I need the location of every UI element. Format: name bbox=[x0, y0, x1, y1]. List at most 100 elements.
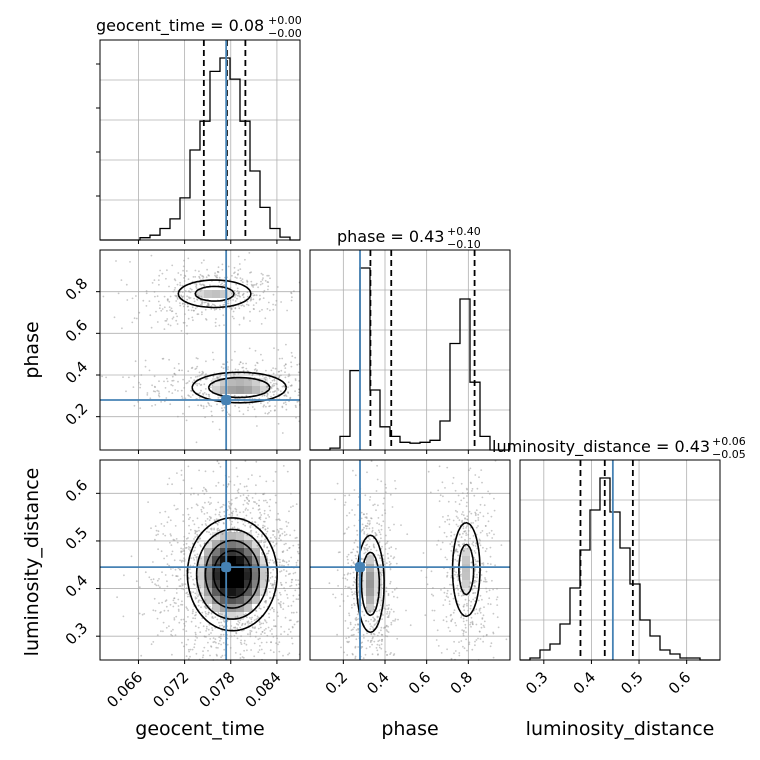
sample-point bbox=[448, 600, 451, 603]
sample-point bbox=[215, 318, 217, 320]
sample-point bbox=[458, 533, 461, 536]
sample-point bbox=[201, 313, 203, 316]
sample-point bbox=[209, 605, 211, 608]
sample-point bbox=[199, 273, 202, 276]
sample-point bbox=[478, 630, 481, 633]
sample-point bbox=[266, 308, 269, 310]
sample-point bbox=[256, 617, 259, 620]
sample-point bbox=[384, 512, 387, 515]
sample-point bbox=[160, 630, 162, 633]
sample-point bbox=[169, 519, 172, 522]
density-cell bbox=[228, 540, 236, 548]
sample-point bbox=[274, 625, 277, 628]
sample-point bbox=[250, 296, 253, 299]
sample-point bbox=[208, 404, 211, 407]
sample-point bbox=[182, 269, 185, 272]
density-cell bbox=[212, 378, 220, 386]
sample-point bbox=[474, 570, 476, 572]
sample-point bbox=[206, 512, 209, 514]
sample-point bbox=[479, 638, 482, 640]
sample-point bbox=[262, 273, 264, 276]
sample-point bbox=[294, 390, 296, 393]
sample-point bbox=[290, 581, 293, 584]
sample-point bbox=[284, 367, 287, 369]
density-cell bbox=[220, 596, 228, 604]
sample-point bbox=[383, 626, 386, 629]
sample-point bbox=[193, 523, 196, 526]
sample-point bbox=[474, 552, 477, 554]
sample-point bbox=[452, 597, 455, 600]
sample-point bbox=[245, 394, 248, 397]
sample-point bbox=[220, 393, 223, 395]
sample-point bbox=[258, 546, 260, 549]
sample-point bbox=[464, 518, 466, 520]
sample-point bbox=[255, 294, 258, 297]
sample-point bbox=[219, 639, 221, 642]
sample-point bbox=[357, 646, 360, 648]
sample-point bbox=[266, 402, 269, 404]
sample-point bbox=[198, 371, 201, 374]
sample-point bbox=[466, 602, 468, 605]
sample-point bbox=[275, 543, 278, 545]
sample-point bbox=[200, 295, 203, 298]
sample-point bbox=[454, 650, 457, 652]
sample-point bbox=[357, 631, 360, 634]
sample-point bbox=[455, 515, 458, 518]
sample-point bbox=[235, 508, 238, 511]
sample-point bbox=[219, 375, 222, 378]
sample-point bbox=[200, 405, 203, 407]
sample-point bbox=[216, 376, 219, 379]
density-cell bbox=[236, 556, 244, 564]
sample-point bbox=[280, 528, 283, 530]
sample-point bbox=[283, 364, 286, 367]
sample-point bbox=[283, 560, 286, 563]
sample-point bbox=[209, 638, 212, 640]
sample-point bbox=[233, 394, 236, 397]
sample-point bbox=[487, 512, 489, 515]
sample-point bbox=[284, 371, 286, 374]
sample-point bbox=[162, 533, 165, 535]
sample-point bbox=[159, 304, 162, 307]
sample-point bbox=[381, 618, 383, 620]
density-cell bbox=[260, 386, 268, 394]
sample-point bbox=[380, 528, 383, 531]
sample-point bbox=[150, 254, 153, 257]
sample-point bbox=[170, 568, 172, 570]
sample-point bbox=[485, 587, 487, 590]
sample-point bbox=[444, 487, 446, 489]
sample-point bbox=[227, 300, 230, 302]
sample-point bbox=[475, 560, 477, 563]
sample-point bbox=[289, 585, 291, 588]
sample-point bbox=[344, 501, 347, 504]
sample-point bbox=[395, 547, 397, 550]
sample-point bbox=[178, 579, 180, 581]
sample-point bbox=[199, 544, 202, 547]
sample-point bbox=[202, 393, 205, 396]
sample-point bbox=[165, 397, 168, 399]
sample-point bbox=[257, 638, 260, 641]
sample-point bbox=[475, 526, 478, 529]
sample-point bbox=[176, 283, 179, 286]
sample-point bbox=[192, 617, 195, 619]
sample-point bbox=[211, 629, 214, 632]
sample-point bbox=[472, 623, 474, 626]
sample-point bbox=[273, 580, 276, 582]
sample-point bbox=[385, 629, 388, 631]
sample-point bbox=[172, 316, 175, 319]
sample-point bbox=[197, 493, 200, 496]
sample-point bbox=[257, 504, 260, 507]
sample-point bbox=[208, 274, 210, 277]
sample-point bbox=[191, 394, 194, 396]
sample-point bbox=[463, 530, 466, 533]
sample-point bbox=[350, 634, 353, 637]
sample-point bbox=[200, 389, 202, 392]
sample-point bbox=[465, 534, 468, 536]
sample-point bbox=[215, 508, 217, 511]
sample-point bbox=[334, 498, 336, 501]
sample-point bbox=[220, 637, 222, 640]
sample-point bbox=[251, 474, 253, 476]
sample-point bbox=[203, 605, 206, 608]
sample-point bbox=[190, 506, 193, 509]
sample-point bbox=[163, 609, 166, 612]
sample-point bbox=[146, 392, 149, 394]
